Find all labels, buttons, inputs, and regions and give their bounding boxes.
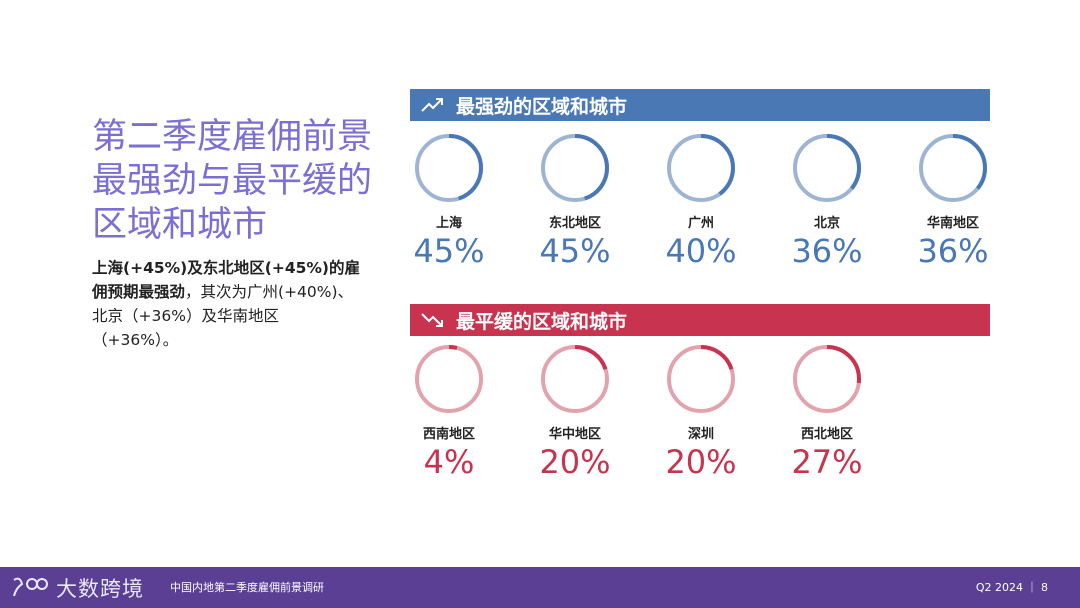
city-percent: 20% [665, 443, 737, 481]
donut-ring [541, 345, 609, 413]
donut-value-arc [415, 134, 483, 202]
summary-rest: ，其次为广州(+40%)、北京（+36%）及华南地区（+36%）。 [92, 283, 354, 349]
city-percent: 4% [423, 443, 475, 481]
city-card: 上海 45% [394, 133, 504, 269]
city-percent: 20% [539, 443, 611, 481]
trend-up-icon [421, 98, 443, 112]
strongest-heading: 最强劲的区域和城市 [456, 95, 628, 118]
city-name: 西北地区 [800, 427, 853, 442]
donut-value-arc [415, 345, 483, 413]
donut-ring [415, 134, 483, 202]
city-name: 上海 [435, 216, 462, 231]
city-name: 西南地区 [422, 427, 475, 442]
page-number: Q2 2024 ｜ 8 [975, 581, 1048, 594]
summary-text: 上海(+45%)及东北地区(+45%)的雇佣预期最强劲，其次为广州(+40%)、… [92, 256, 362, 352]
brand-logo: 大数跨境 [10, 573, 144, 603]
city-name: 深圳 [687, 427, 714, 442]
city-card: 西北地区 27% [772, 344, 882, 480]
city-name: 北京 [813, 216, 840, 231]
city-percent: 27% [791, 443, 863, 481]
donut-ring [919, 134, 987, 202]
trend-down-icon [421, 313, 443, 327]
footer-bar: 大数跨境 中国内地第二季度雇佣前景调研 Q2 2024 ｜ 8 [0, 567, 1080, 608]
donut-value-arc [541, 345, 609, 413]
city-name: 华南地区 [926, 216, 979, 231]
city-card: 广州 40% [646, 133, 756, 269]
donut-ring [793, 134, 861, 202]
summary-bold: 上海(+45%)及东北地区(+45%)的雇佣预期最强劲 [92, 259, 361, 301]
donut-value-arc [793, 345, 861, 413]
donut-ring [541, 134, 609, 202]
strongest-section-bar: 最强劲的区域和城市 [410, 89, 990, 121]
city-name: 东北地区 [548, 216, 601, 231]
city-percent: 45% [413, 232, 485, 270]
weakest-heading: 最平缓的区域和城市 [456, 310, 628, 333]
donut-ring [667, 345, 735, 413]
donut-track [415, 345, 483, 413]
donut-ring [667, 134, 735, 202]
donut-value-arc [667, 345, 735, 413]
donut-value-arc [793, 134, 861, 202]
city-card: 西南地区 4% [394, 344, 504, 480]
weakest-section-bar: 最平缓的区域和城市 [410, 304, 990, 336]
donut-ring [415, 345, 483, 413]
donut-value-arc [667, 134, 735, 202]
city-percent: 45% [539, 232, 611, 270]
report-title: 中国内地第二季度雇佣前景调研 [170, 581, 324, 594]
logo-icon [13, 577, 48, 597]
logo-text: 大数跨境 [56, 577, 144, 601]
city-card: 华中地区 20% [520, 344, 630, 480]
city-percent: 40% [665, 232, 737, 270]
city-percent: 36% [917, 232, 989, 270]
donut-ring [793, 345, 861, 413]
city-card: 东北地区 45% [520, 133, 630, 269]
city-card: 北京 36% [772, 133, 882, 269]
city-name: 华中地区 [548, 427, 601, 442]
city-name: 广州 [687, 216, 714, 231]
page-title: 第二季度雇佣前景最强劲与最平缓的区域和城市 [92, 117, 373, 245]
city-card: 深圳 20% [646, 344, 756, 480]
city-percent: 36% [791, 232, 863, 270]
donut-value-arc [541, 134, 609, 202]
city-card: 华南地区 36% [898, 133, 1008, 269]
donut-value-arc [919, 134, 987, 202]
